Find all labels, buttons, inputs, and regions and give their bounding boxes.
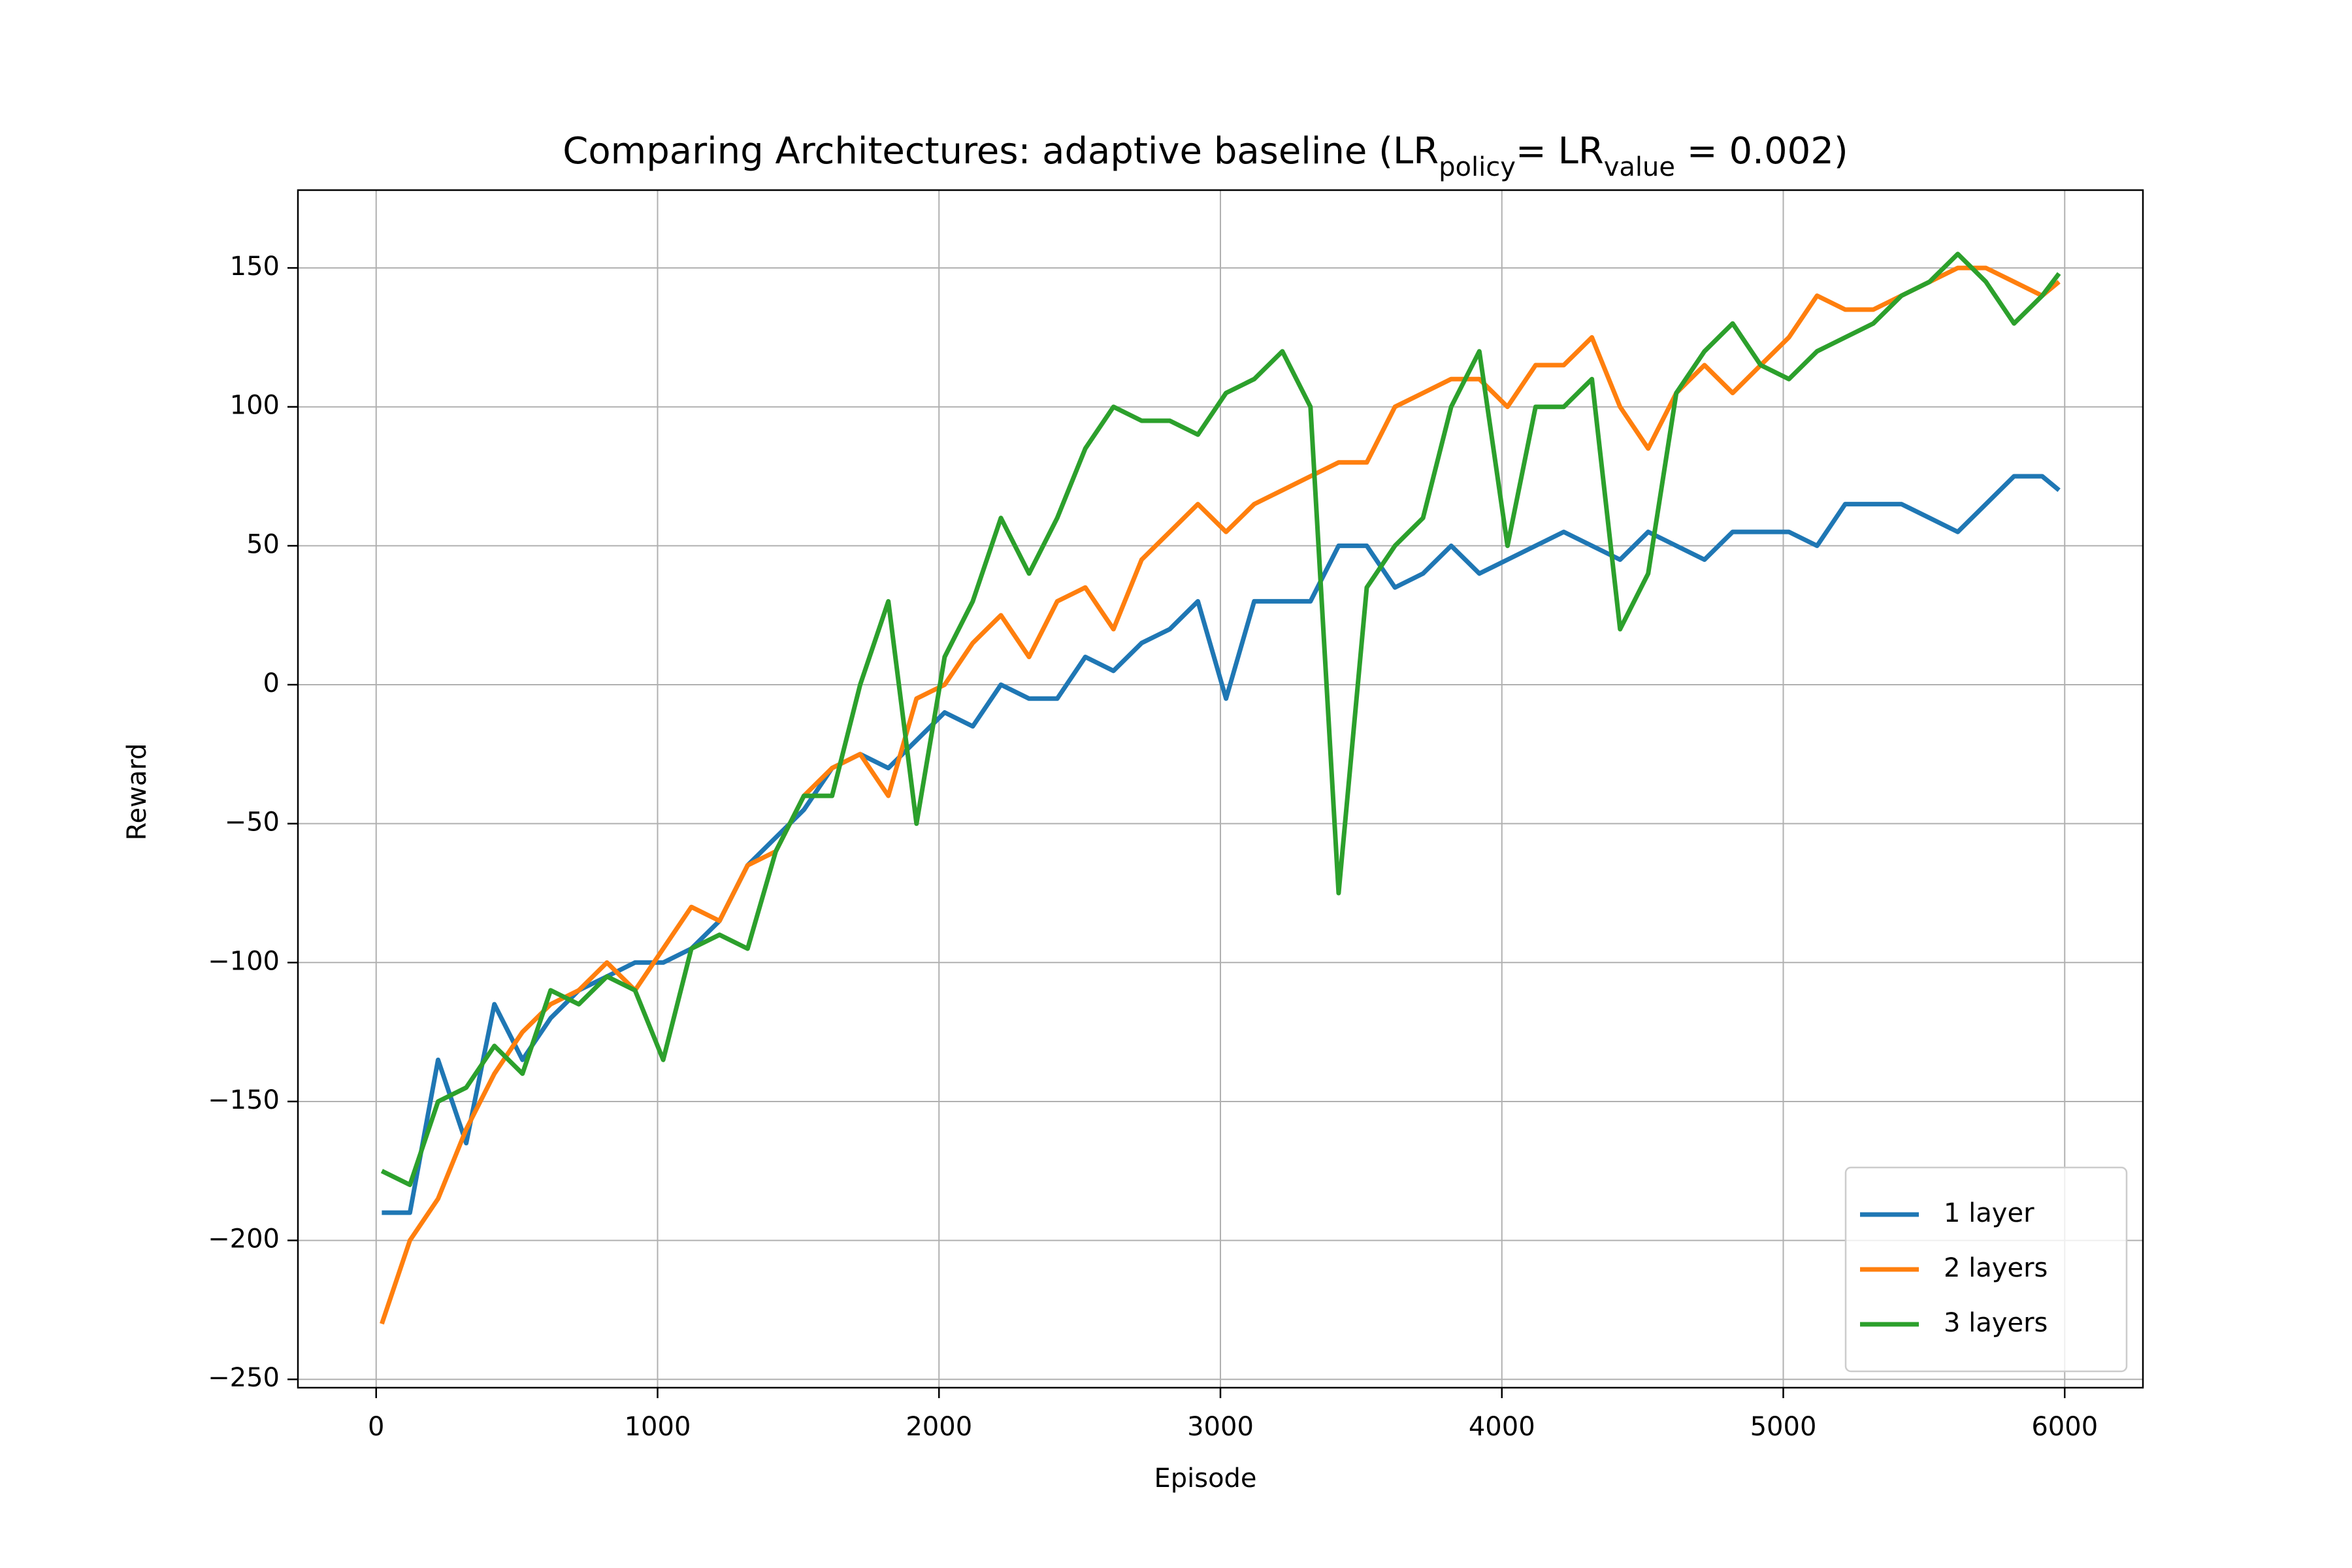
y-tick-label: −100 (208, 946, 280, 976)
title-text: Comparing Architectures: adaptive baseli… (563, 130, 1439, 172)
title-subscript: value (1604, 152, 1675, 182)
y-tick-label: −150 (208, 1085, 280, 1115)
legend-label: 3 layers (1944, 1308, 2048, 1338)
y-tick-label: −250 (208, 1363, 280, 1393)
x-tick-label: 6000 (2031, 1412, 2098, 1442)
legend-box (1844, 1166, 2128, 1373)
x-axis-label: Episode (1154, 1463, 1256, 1494)
y-tick-label: 100 (230, 391, 280, 421)
title-text: = LR (1516, 130, 1604, 172)
legend-label: 1 layer (1944, 1198, 2034, 1228)
x-tick-label: 2000 (906, 1412, 972, 1442)
y-axis-label: Reward (122, 743, 152, 841)
x-tick-label: 0 (368, 1412, 384, 1442)
y-tick-label: 150 (230, 252, 280, 282)
y-tick-label: 50 (246, 529, 280, 559)
y-tick-label: −200 (208, 1224, 280, 1254)
series-line (382, 474, 2061, 1215)
series-line (380, 252, 2061, 1187)
y-tick-label: −50 (225, 808, 280, 838)
chart-title: Comparing Architectures: adaptive baseli… (563, 130, 1848, 182)
x-tick-label: 5000 (1750, 1412, 1817, 1442)
y-tick-label: 0 (263, 668, 280, 698)
legend-label: 2 layers (1944, 1253, 2048, 1283)
x-tick-label: 4000 (1469, 1412, 1535, 1442)
title-subscript: policy (1439, 152, 1516, 182)
axes-frame (297, 189, 2144, 1389)
legend: 1 layer 2 layers 3 layers (1844, 1166, 2128, 1373)
series-line (380, 265, 2061, 1325)
x-tick-label: 1000 (625, 1412, 691, 1442)
title-text: = 0.002) (1675, 130, 1848, 172)
x-tick-label: 3000 (1187, 1412, 1254, 1442)
